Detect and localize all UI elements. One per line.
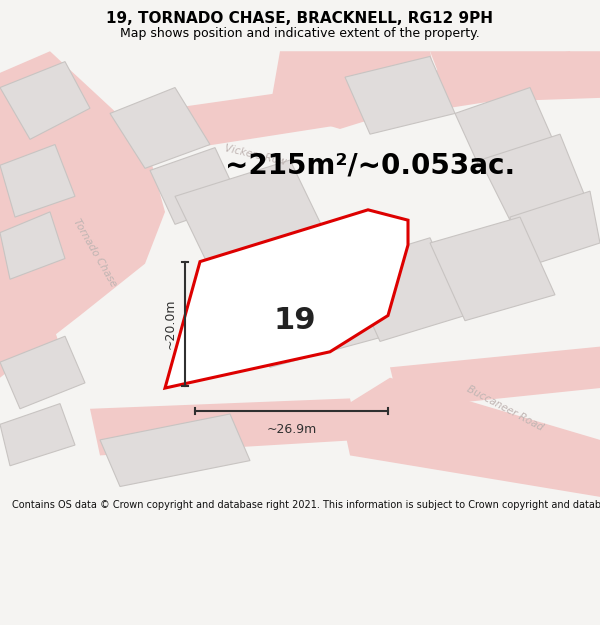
Polygon shape (430, 51, 600, 103)
Polygon shape (430, 217, 555, 321)
Polygon shape (0, 284, 60, 378)
Text: Vickers Row: Vickers Row (223, 143, 287, 167)
Text: Contains OS data © Crown copyright and database right 2021. This information is : Contains OS data © Crown copyright and d… (12, 500, 600, 510)
Polygon shape (100, 51, 580, 160)
Text: Map shows position and indicative extent of the property.: Map shows position and indicative extent… (120, 27, 480, 40)
Text: ~26.9m: ~26.9m (266, 423, 317, 436)
Polygon shape (0, 336, 85, 409)
Polygon shape (100, 414, 250, 486)
Polygon shape (480, 134, 585, 220)
Polygon shape (345, 56, 455, 134)
Polygon shape (0, 51, 165, 409)
Polygon shape (0, 144, 75, 217)
Polygon shape (0, 404, 75, 466)
Polygon shape (150, 148, 240, 224)
Text: Tornado Chase: Tornado Chase (71, 217, 119, 289)
Polygon shape (510, 191, 600, 269)
Polygon shape (90, 398, 360, 456)
Polygon shape (455, 88, 555, 168)
Text: 19, TORNADO CHASE, BRACKNELL, RG12 9PH: 19, TORNADO CHASE, BRACKNELL, RG12 9PH (107, 11, 493, 26)
Polygon shape (345, 238, 465, 341)
Text: Buccaneer Road: Buccaneer Road (465, 384, 545, 433)
Text: ~215m²/~0.053ac.: ~215m²/~0.053ac. (225, 151, 515, 179)
Polygon shape (340, 378, 600, 497)
Text: ~20.0m: ~20.0m (163, 299, 176, 349)
Polygon shape (0, 62, 90, 139)
Polygon shape (230, 259, 385, 368)
Polygon shape (0, 212, 65, 279)
Polygon shape (270, 51, 440, 129)
Polygon shape (110, 88, 210, 168)
Polygon shape (390, 347, 600, 409)
Polygon shape (175, 160, 330, 279)
Polygon shape (165, 210, 408, 388)
Text: 19: 19 (274, 306, 316, 335)
